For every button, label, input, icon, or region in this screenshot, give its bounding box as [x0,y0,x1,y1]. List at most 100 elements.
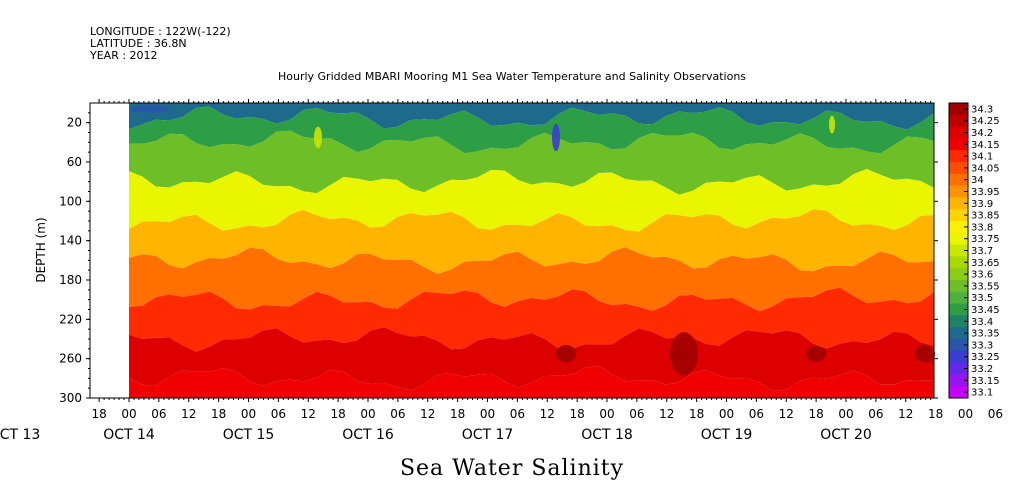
x-date-label: OCT 20 [820,427,872,443]
x-hour-label: 18 [450,407,465,421]
x-hour-label: 00 [360,407,375,421]
colorbar-label: 34 [971,175,984,186]
colorbar-frame [948,102,969,399]
latitude-label: LATITUDE : 36.8N [90,37,187,50]
colorbar-cell [949,114,968,128]
y-tick-label: 20 [67,116,82,130]
x-hour-label: 06 [868,407,883,421]
colorbar-cell [949,173,968,187]
x-hour-label: 00 [719,407,734,421]
x-hour-label: 12 [181,407,196,421]
colorbar-label: 33.65 [971,258,1000,269]
colorbar-cell [949,126,968,139]
x-date-label: OCT 17 [462,427,514,443]
salinity-band [129,365,934,398]
colorbar-cell [949,362,968,375]
salinity-anomaly [552,123,560,152]
longitude-label: LONGITUDE : 122W(-122) [90,25,231,38]
x-hour-label: 00 [241,407,256,421]
x-hour-label: 18 [569,407,584,421]
x-hour-label: 18 [928,407,943,421]
colorbar-cell [949,209,968,222]
x-hour-label: 06 [629,407,644,421]
colorbar-cell [949,280,968,293]
colorbar-cell [949,350,968,364]
x-hour-label: 06 [151,407,166,421]
colorbar-label: 33.2 [971,364,993,375]
colorbar-label: 33.1 [971,388,993,399]
colorbar-label: 34.25 [971,116,1000,127]
salinity-band [129,130,934,195]
colorbar-cell [949,315,968,328]
x-hour-label: 18 [330,407,345,421]
y-tick-label: 100 [59,194,82,208]
colorbar-cell [949,386,968,399]
x-hour-label: 18 [211,407,226,421]
y-axis: 20 60 100 140 180 220 260 300 [59,112,938,405]
colorbar-label: 33.45 [971,305,1000,316]
colorbar-cell [949,256,968,269]
x-date-label: OCT 13 [0,427,40,443]
colorbar-cell [949,232,968,246]
colorbar-label: 33.25 [971,352,1000,363]
colorbar-cell [949,268,968,281]
colorbar-label: 33.5 [971,293,993,304]
colorbar-cell [949,197,968,210]
x-date-label: OCT 19 [701,427,753,443]
x-hour-label: 00 [958,407,973,421]
x-hour-label: 06 [390,407,405,421]
x-hour-label: 06 [271,407,286,421]
chart-title: Hourly Gridded MBARI Mooring M1 Sea Wate… [278,70,746,83]
colorbar-label: 34.2 [971,128,993,139]
salinity-band [129,327,934,391]
x-hour-label: 06 [749,407,764,421]
colorbar-cell [949,150,968,163]
salinity-bands [129,103,934,398]
x-hour-label: 12 [779,407,794,421]
colorbar-cell [949,138,968,151]
salinity-band [129,103,934,130]
y-axis-label: DEPTH (m) [34,217,48,282]
colorbar-label: 33.75 [971,234,1000,245]
colorbar-label: 33.7 [971,246,993,257]
x-hour-label: 12 [301,407,316,421]
colorbar-cell [949,162,968,175]
colorbar-label: 33.9 [971,199,993,210]
salinity-anomaly [670,332,698,376]
colorbar-label: 33.85 [971,211,1000,222]
x-hour-label: 18 [689,407,704,421]
x-hour-label: 00 [838,407,853,421]
colorbar-cell [949,339,968,352]
year-label: YEAR : 2012 [89,49,158,62]
x-hour-label: 00 [480,407,495,421]
salinity-anomaly [915,344,935,363]
x-hour-label: 06 [510,407,525,421]
colorbar-cell [949,291,968,305]
x-hour-label: 18 [808,407,823,421]
colorbar-label: 33.55 [971,281,1000,292]
x-hour-label: 18 [91,407,106,421]
x-axis: 18 00 06 12 18 00 06 12 18 00 06 12 18 00 06 12 18 00 06 12… [0,99,1003,443]
salinity-band [129,169,934,232]
salinity-anomaly [829,115,835,134]
colorbar: 34.334.2534.234.1534.134.053433.9533.933… [948,102,1000,399]
salinity-band [129,106,934,154]
x-date-label: OCT 18 [581,427,633,443]
salinity-anomalies [130,104,935,376]
colorbar-cell [949,185,968,198]
salinity-anomaly [556,344,576,363]
colorbar-label: 33.4 [971,317,993,328]
colorbar-cell [949,374,968,387]
y-tick-label: 180 [59,273,82,287]
x-hour-label: 06 [988,407,1003,421]
salinity-band [129,287,934,352]
x-hour-label: 12 [420,407,435,421]
y-tick-label: 140 [59,234,82,248]
colorbar-label: 33.8 [971,222,993,233]
x-date-label: OCT 14 [103,427,155,443]
colorbar-label: 33.95 [971,187,1000,198]
colorbar-label: 34.3 [971,104,993,115]
x-hour-label: 12 [898,407,913,421]
